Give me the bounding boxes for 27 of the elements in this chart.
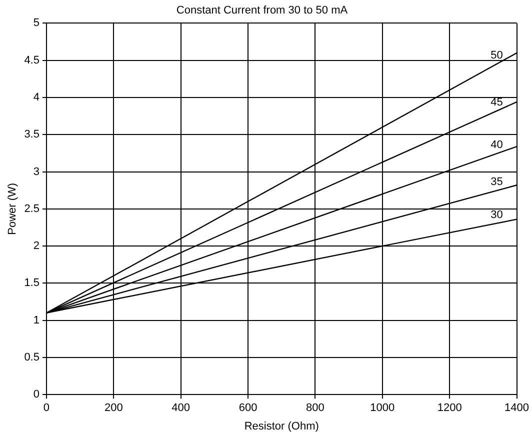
series-label: 50 — [490, 50, 503, 62]
x-tick-label: 800 — [306, 402, 324, 414]
x-axis-title: Resistor (Ohm) — [244, 420, 319, 432]
x-tick-label: 1200 — [437, 402, 462, 414]
y-axis-title: Power (W) — [6, 182, 19, 235]
y-tick-label: 3 — [33, 166, 40, 178]
y-tick-label: 5 — [33, 17, 40, 30]
y-tick-label: 0.5 — [24, 351, 40, 364]
series-label: 35 — [490, 176, 503, 188]
y-tick-label: 1.5 — [24, 277, 40, 290]
x-tick-label: 600 — [238, 402, 258, 414]
y-tick-label: 3.5 — [24, 128, 40, 141]
y-tick-label: 4.5 — [24, 54, 40, 66]
y-tick-label: 2.5 — [24, 202, 40, 215]
series-label: 45 — [490, 96, 503, 108]
y-tick-label: 2 — [33, 240, 40, 252]
chart-title: Constant Current from 30 to 50 mA — [176, 4, 348, 17]
y-tick-label: 0 — [33, 388, 40, 401]
series-label: 40 — [490, 139, 503, 152]
x-tick-label: 1400 — [504, 402, 530, 414]
x-tick-label: 400 — [172, 402, 190, 414]
series-label: 30 — [490, 208, 503, 221]
x-tick-label: 200 — [104, 402, 123, 414]
y-tick-label: 4 — [33, 92, 40, 104]
x-tick-label: 0 — [43, 402, 50, 414]
x-tick-label: 1000 — [370, 402, 395, 414]
y-tick-label: 1 — [33, 314, 40, 326]
